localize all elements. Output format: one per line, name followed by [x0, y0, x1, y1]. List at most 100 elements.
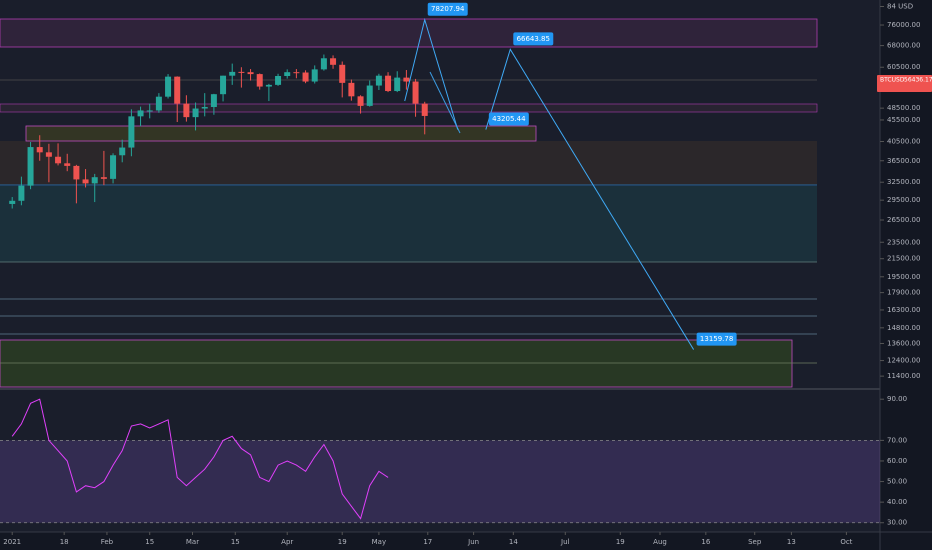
candle-body	[275, 76, 282, 85]
y-tick-label: 76000.00	[887, 21, 920, 29]
y-tick-label: 23500.00	[887, 238, 920, 246]
candle-body	[9, 200, 16, 204]
callout-label: 13159.78	[700, 335, 733, 343]
rsi-tick-label: 50.00	[887, 478, 907, 486]
arrow	[429, 71, 461, 134]
rsi-tick-label: 70.00	[887, 436, 907, 444]
zone	[0, 186, 817, 262]
y-tick-label: 26500.00	[887, 216, 920, 224]
candle-body	[366, 85, 373, 106]
y-tick-label: 84 USD	[887, 2, 913, 10]
candle-body	[100, 177, 107, 179]
y-tick-label: 32500.00	[887, 178, 920, 186]
zone	[0, 103, 818, 113]
candle-body	[91, 177, 98, 184]
y-tick-label: 21500.00	[887, 255, 920, 263]
candle-body	[302, 72, 309, 82]
x-tick-label: Mar	[186, 538, 199, 546]
candle-body	[146, 110, 153, 112]
x-tick-label: 16	[701, 538, 710, 546]
zone	[0, 18, 818, 48]
callout	[513, 32, 554, 46]
candle-body	[183, 103, 190, 118]
y-tick-label: 19500.00	[887, 273, 920, 281]
rsi-band	[0, 440, 880, 523]
x-tick-label: 17	[423, 538, 432, 546]
x-tick-label: Feb	[101, 538, 114, 546]
y-tick-label: 68000.00	[887, 42, 920, 50]
rsi-tick-label: 30.00	[887, 519, 907, 527]
rsi-tick-label: 60.00	[887, 457, 907, 465]
drawings	[0, 18, 818, 388]
candle-body	[155, 96, 162, 111]
candle-body	[311, 69, 318, 82]
candle-body	[210, 94, 217, 108]
candle-body	[192, 108, 199, 118]
candle-body	[421, 103, 428, 116]
x-tick-label: Jun	[467, 538, 479, 546]
candle-body	[45, 152, 52, 157]
candle-body	[119, 147, 126, 156]
y-tick-label: 13600.00	[887, 339, 920, 347]
candle-body	[137, 110, 144, 117]
zone	[0, 141, 817, 185]
y-tick-label: 16300.00	[887, 306, 920, 314]
x-tick-label: 15	[231, 538, 240, 546]
candle-body	[201, 107, 208, 109]
x-tick-label: 2021	[3, 538, 21, 546]
y-tick-label: 48500.00	[887, 104, 920, 112]
candle-body	[385, 75, 392, 92]
x-tick-label: 14	[509, 538, 518, 546]
candle-body	[36, 147, 43, 153]
candle-body	[55, 156, 62, 164]
zone	[25, 125, 537, 142]
price-label-box	[877, 75, 932, 92]
x-tick-label: 13	[787, 538, 796, 546]
y-tick-label: 11400.00	[887, 372, 920, 380]
y-tick-label: 40500.00	[887, 138, 920, 146]
candle-body	[330, 58, 337, 65]
candle-body	[73, 165, 80, 180]
candle-body	[256, 74, 263, 87]
x-tick-label: Aug	[653, 538, 667, 546]
y-tick-label: 45500.00	[887, 116, 920, 124]
x-tick-label: 19	[338, 538, 347, 546]
candle-body	[27, 147, 34, 186]
candle-body	[18, 185, 25, 201]
rsi-tick-label: 40.00	[887, 498, 907, 506]
callout-label: 78207.94	[431, 5, 465, 13]
zone	[0, 339, 793, 388]
last-price: 56436.17	[904, 77, 932, 84]
candle-body	[165, 76, 172, 97]
y-tick-label: 17900.00	[887, 289, 920, 297]
callout	[488, 112, 529, 126]
x-tick-label: Oct	[840, 538, 852, 546]
candle-body	[247, 72, 254, 75]
candle-body	[348, 82, 355, 97]
y-tick-label: 36500.00	[887, 157, 920, 165]
x-tick-label: 15	[145, 538, 154, 546]
callout	[427, 2, 468, 16]
candle-body	[128, 116, 135, 148]
candle-body	[284, 72, 291, 77]
x-tick-label: Apr	[281, 538, 293, 546]
x-tick-label: 19	[616, 538, 625, 546]
projection	[404, 17, 459, 130]
y-tick-label: 60500.00	[887, 63, 920, 71]
y-tick-label: 12400.00	[887, 357, 920, 365]
candle-body	[265, 84, 272, 87]
candle-body	[357, 96, 364, 106]
x-tick-label: 18	[60, 538, 69, 546]
y-tick-label: 29500.00	[887, 196, 920, 204]
projection	[485, 48, 695, 350]
candle-body	[238, 71, 245, 73]
candle-body	[394, 77, 401, 92]
candle-body	[229, 71, 236, 76]
candle-body	[339, 64, 346, 83]
candle-body	[64, 163, 71, 166]
candle-body	[403, 77, 410, 82]
candle-body	[174, 76, 181, 104]
background	[0, 0, 880, 532]
y-tick-label: 14800.00	[887, 324, 920, 332]
